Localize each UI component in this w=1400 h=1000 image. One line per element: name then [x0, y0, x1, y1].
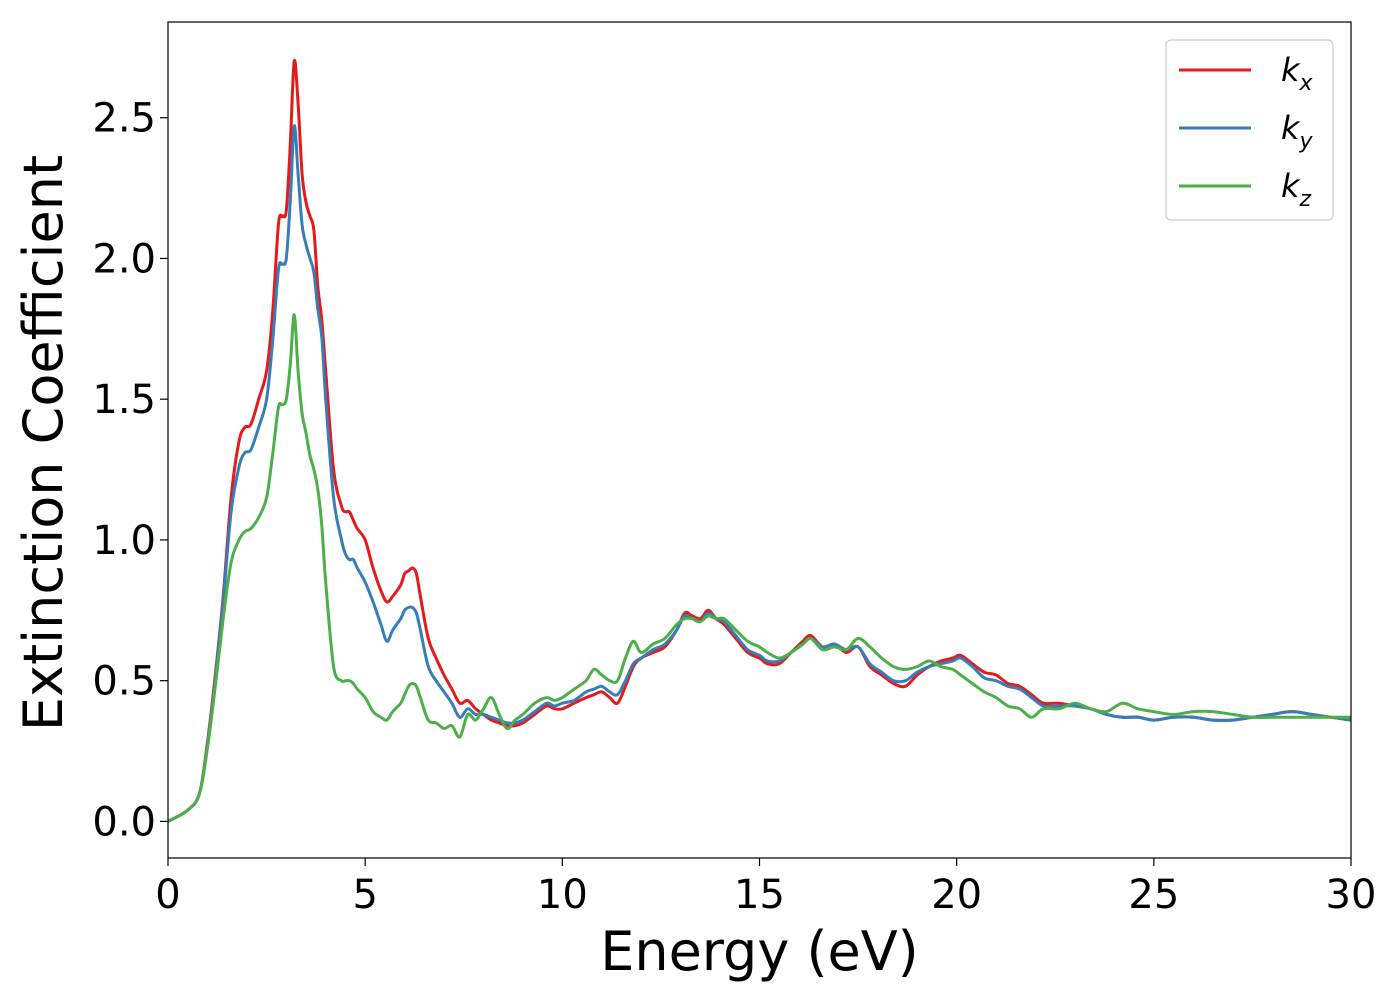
y-axis-title: Extinction Coefficient — [12, 155, 75, 731]
x-tick-label: 30 — [1326, 872, 1377, 918]
y-tick-label: 0.5 — [92, 659, 156, 705]
series-layer — [168, 58, 1351, 823]
x-axis: 0 5 10 15 20 25 30 — [155, 858, 1376, 918]
y-tick-label: 1.0 — [92, 518, 156, 564]
legend-label-kx: kx — [1281, 51, 1314, 96]
y-axis: 0.0 0.5 1.0 1.5 2.0 2.5 — [92, 96, 168, 845]
x-axis-title: Energy (eV) — [600, 920, 919, 983]
x-tick-label: 15 — [734, 872, 785, 918]
series-line-ky — [168, 124, 1351, 823]
x-tick-label: 20 — [931, 872, 982, 918]
series-line-kx — [168, 58, 1351, 823]
x-tick-label: 25 — [1128, 872, 1179, 918]
legend-label-ky: ky — [1281, 109, 1314, 154]
legend-label-kz: kz — [1281, 167, 1312, 212]
y-tick-label: 2.5 — [92, 96, 156, 142]
legend-box — [1165, 39, 1334, 221]
series-line-kz — [168, 313, 1351, 823]
y-tick-label: 1.5 — [92, 377, 156, 423]
y-tick-label: 2.0 — [92, 236, 156, 282]
x-tick-label: 10 — [537, 872, 588, 918]
y-tick-label: 0.0 — [92, 799, 156, 845]
x-tick-label: 0 — [155, 872, 180, 918]
x-tick-label: 5 — [352, 872, 377, 918]
legend: kx ky kz — [1165, 39, 1334, 221]
